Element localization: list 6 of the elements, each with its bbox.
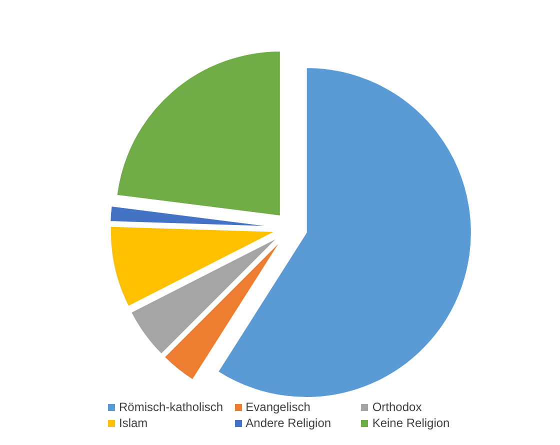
legend-label: Keine Religion: [372, 416, 450, 430]
legend-label: Andere Religion: [246, 416, 332, 430]
legend-label: Römisch-katholisch: [119, 400, 224, 414]
legend-label: Islam: [119, 416, 148, 430]
legend-label: Orthodox: [372, 400, 422, 414]
legend-label: Evangelisch: [246, 400, 310, 414]
